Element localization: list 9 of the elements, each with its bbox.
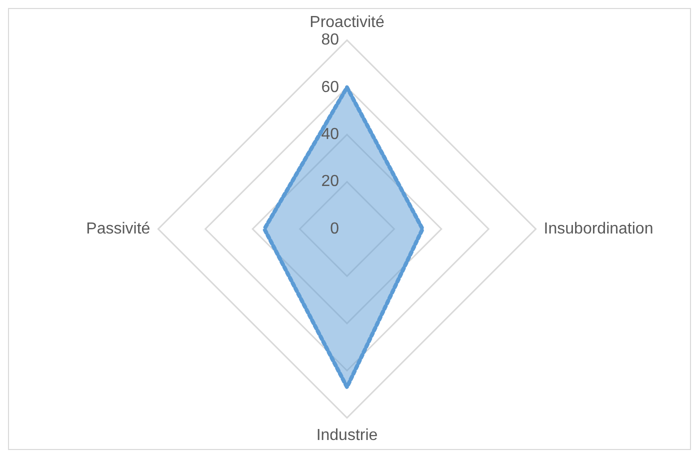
spoke-label: Industrie xyxy=(316,426,378,444)
spoke-label: Proactivité xyxy=(310,14,384,32)
spoke-label: Passivité xyxy=(86,220,150,238)
y-tick-label: 40 xyxy=(321,126,340,144)
spoke-label: Insubordination xyxy=(544,220,654,238)
y-tick-label: 80 xyxy=(321,32,340,49)
y-tick-label: 0 xyxy=(330,220,340,238)
y-tick-label: 20 xyxy=(321,173,340,190)
y-tick-label: 60 xyxy=(321,78,340,96)
